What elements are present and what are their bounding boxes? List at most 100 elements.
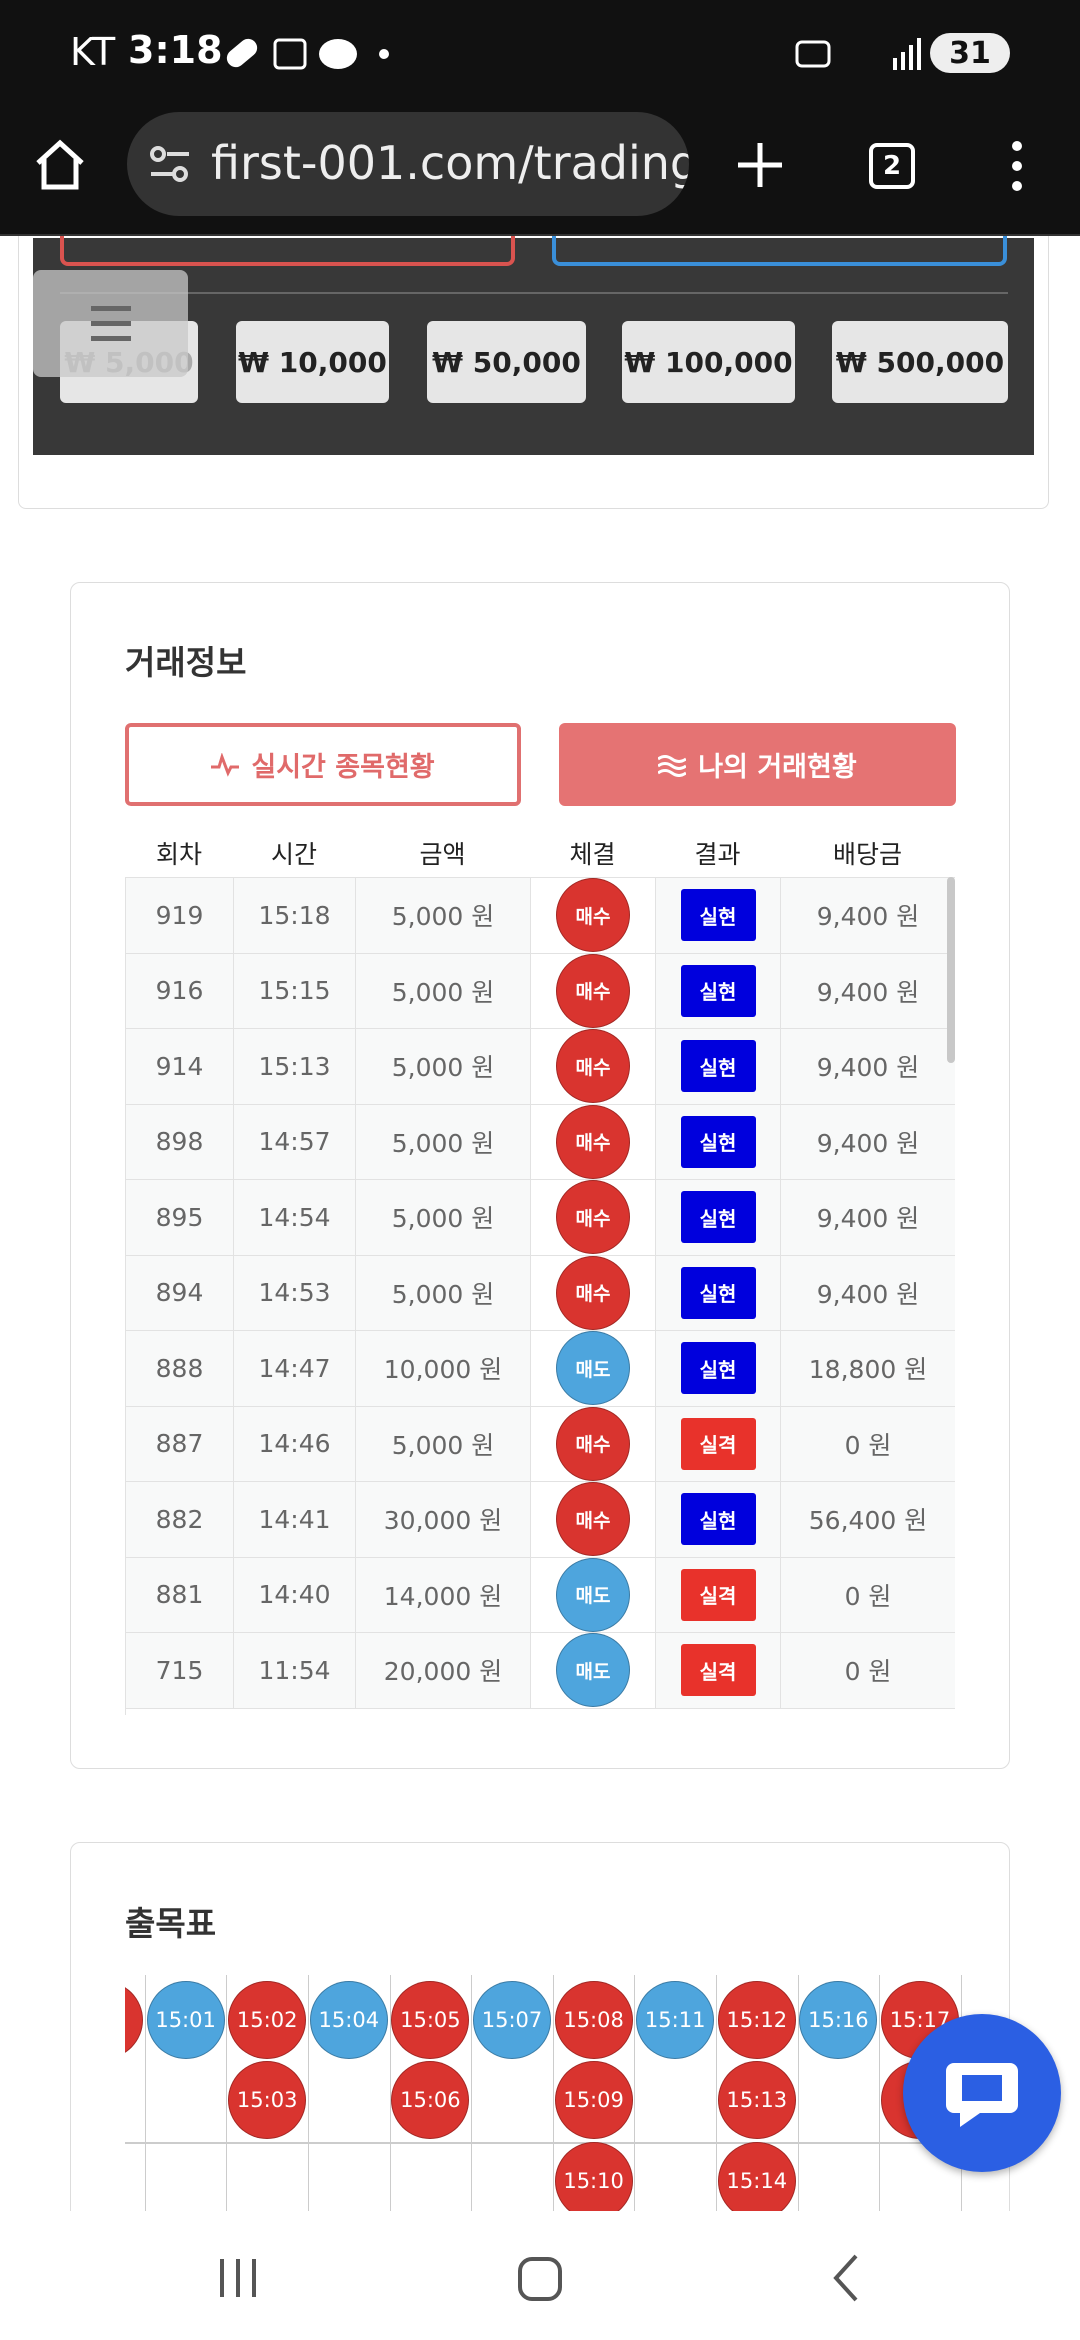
- board-grid-line: [797, 1975, 799, 2211]
- table-cell: 5,000 원: [356, 1255, 531, 1331]
- carrier: KT: [70, 30, 116, 74]
- table-cell: 매도: [531, 1331, 656, 1407]
- nav-bar: [0, 2211, 1080, 2340]
- waves-icon: [658, 754, 687, 777]
- table-cell: 56,400 원: [781, 1482, 955, 1558]
- table-cell: 매수: [531, 1255, 656, 1331]
- board-grid-line: [389, 1975, 391, 2211]
- result-badge: 실현: [680, 1191, 756, 1244]
- column-header: 배당금: [832, 840, 902, 869]
- table-cell: 실격: [656, 1633, 781, 1709]
- table-cell: 5,000 원: [356, 1406, 531, 1482]
- result-dot: 15:08: [554, 1981, 633, 2059]
- tab-count[interactable]: 2: [869, 143, 915, 189]
- table-cell: 898: [126, 1104, 234, 1180]
- table-cell: 9,400 원: [781, 1104, 955, 1180]
- result-badge: 실현: [680, 1493, 756, 1546]
- status-icons: [226, 38, 389, 70]
- table-cell: 실현: [656, 878, 781, 954]
- site-settings-icon: [150, 146, 189, 182]
- home-icon[interactable]: [30, 135, 90, 195]
- table-cell: 매도: [531, 1633, 656, 1709]
- bet-amount-button[interactable]: ₩ 50,000: [427, 321, 586, 403]
- table-cell: 매수: [531, 878, 656, 954]
- result-dot: 15:10: [554, 2142, 633, 2211]
- buy-button[interactable]: [60, 220, 515, 266]
- menu-button[interactable]: [33, 270, 188, 377]
- result-badge: 실현: [680, 1342, 756, 1395]
- board-grid-line: [144, 1975, 146, 2211]
- side-badge: 매도: [556, 1633, 630, 1708]
- table-cell: 14:40: [234, 1557, 356, 1633]
- table-cell: 15:15: [234, 953, 356, 1029]
- result-dot: 15:03: [228, 2061, 307, 2139]
- bet-amount-button[interactable]: ₩ 100,000: [622, 321, 795, 403]
- table-cell: 14:46: [234, 1406, 356, 1482]
- table-cell: 실격: [656, 1557, 781, 1633]
- table-cell: 14:41: [234, 1482, 356, 1558]
- realtime-tab[interactable]: 실시간 종목현황: [125, 723, 521, 806]
- url-bar[interactable]: first-001.com/trading: [127, 112, 689, 216]
- board-grid-line: [634, 1975, 636, 2211]
- table-cell: 14:54: [234, 1180, 356, 1256]
- board-grid-line: [879, 1975, 881, 2211]
- sell-button[interactable]: [552, 220, 1007, 266]
- result-badge: 실현: [680, 1115, 756, 1168]
- table-cell: 매도: [531, 1557, 656, 1633]
- table-cell: 실현: [656, 1331, 781, 1407]
- column-header: 회차: [155, 840, 202, 869]
- result-dot: 15:04: [309, 1981, 388, 2059]
- result-badge: 실격: [680, 1568, 756, 1621]
- result-dot: 15:02: [228, 1981, 307, 2059]
- table-cell: 0 원: [781, 1633, 955, 1709]
- table-cell: 매수: [531, 1482, 656, 1558]
- clock: 3:18: [128, 28, 223, 72]
- side-badge: 매수: [556, 1255, 630, 1330]
- chat-icon: [946, 2063, 1018, 2127]
- table-cell: 882: [126, 1482, 234, 1558]
- result-dot: 15:05: [391, 1981, 470, 2059]
- table-cell: 매수: [531, 1180, 656, 1256]
- table-cell: 888: [126, 1331, 234, 1407]
- table-cell: 894: [126, 1255, 234, 1331]
- table-cell: 916: [126, 953, 234, 1029]
- chat-button[interactable]: [903, 2014, 1061, 2172]
- side-badge: 매수: [556, 1104, 630, 1179]
- column-header: 금액: [419, 840, 466, 869]
- divider: [60, 292, 1008, 294]
- result-dot: 15:09: [554, 2061, 633, 2139]
- table-cell: 14:53: [234, 1255, 356, 1331]
- tab-label: 실시간 종목현황: [251, 752, 435, 783]
- tab-label: 나의 거래현황: [698, 752, 857, 783]
- table-cell: 실격: [656, 1406, 781, 1482]
- top-bar: KT 3:18 31 first-001.com/trading 2: [0, 0, 1080, 236]
- result-badge: 실현: [680, 1040, 756, 1093]
- table-cell: 5,000 원: [356, 1104, 531, 1180]
- trade-table: 919 15:18 5,000 원 매수 실현 9,400 원 916 15:15 5,000 …: [125, 877, 955, 1715]
- table-cell: 9,400 원: [781, 1180, 955, 1256]
- url: first-001.com/trading: [211, 136, 689, 190]
- table-cell: 실현: [656, 1029, 781, 1105]
- side-badge: 매수: [556, 1029, 630, 1104]
- my-trades-tab[interactable]: 나의 거래현황: [559, 723, 956, 806]
- bet-amount-button[interactable]: ₩ 10,000: [236, 321, 389, 403]
- overflow-menu[interactable]: [1005, 138, 1029, 194]
- column-header: 체결: [569, 840, 616, 869]
- result-dot: 15:11: [636, 1981, 715, 2059]
- table-cell: 0 원: [781, 1406, 955, 1482]
- table-cell: 5,000 원: [356, 1029, 531, 1105]
- table-cell: 9,400 원: [781, 1029, 955, 1105]
- table-cell: 매수: [531, 1029, 656, 1105]
- board-grid-line: [471, 1975, 473, 2211]
- table-cell: 15:18: [234, 878, 356, 954]
- new-tab-icon[interactable]: [730, 135, 790, 195]
- bet-amount-button[interactable]: ₩ 500,000: [832, 321, 1008, 403]
- pulse-icon: [211, 752, 240, 777]
- result-badge: 실현: [680, 1266, 756, 1319]
- board-grid-line: [552, 1975, 554, 2211]
- table-cell: 20,000 원: [356, 1633, 531, 1709]
- trade-title: 거래정보: [125, 643, 247, 682]
- table-cell: 14:57: [234, 1104, 356, 1180]
- table-cell: 실현: [656, 1180, 781, 1256]
- table-cell: 실현: [656, 1482, 781, 1558]
